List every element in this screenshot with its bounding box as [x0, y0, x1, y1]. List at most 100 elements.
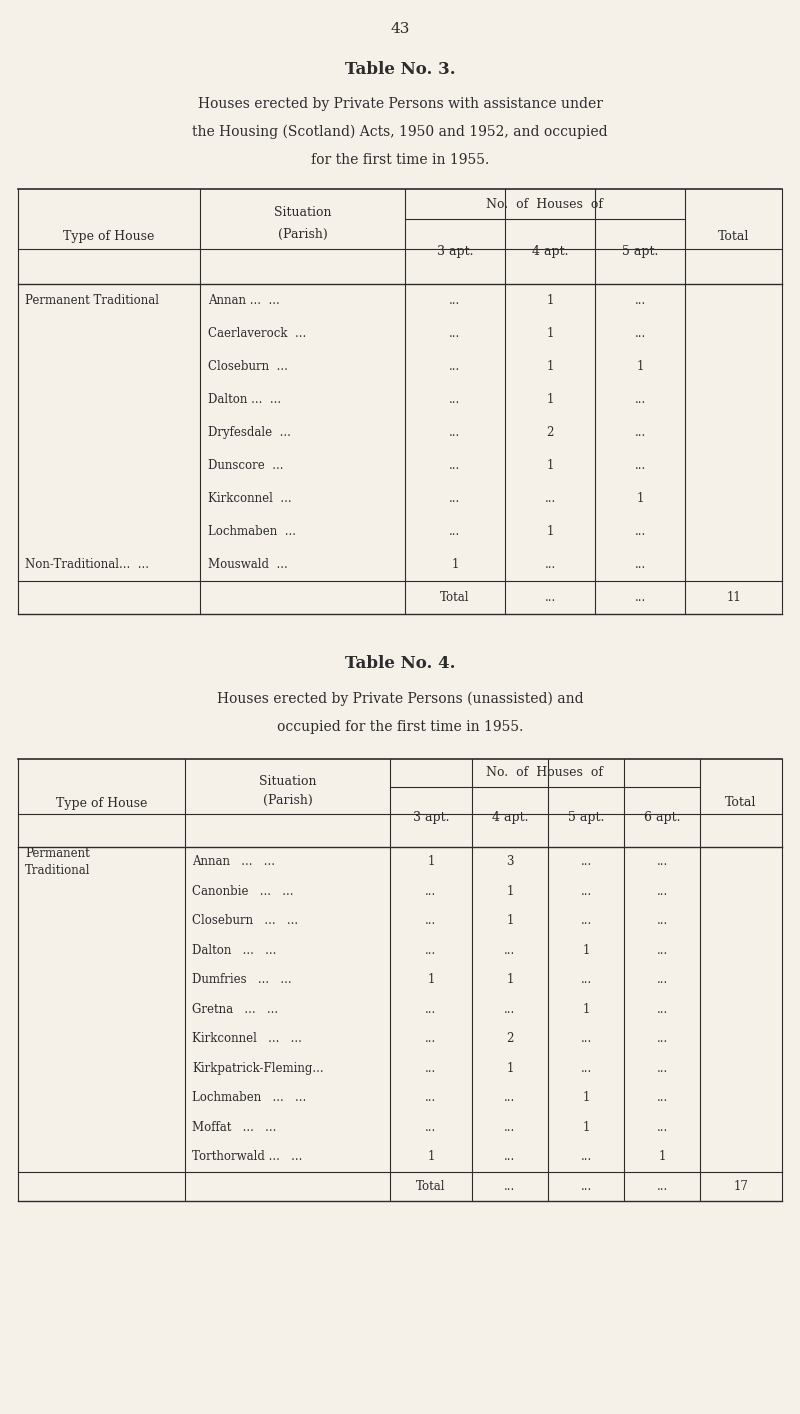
Text: ...: ...: [504, 1150, 516, 1164]
Text: occupied for the first time in 1955.: occupied for the first time in 1955.: [277, 720, 523, 734]
Text: ...: ...: [656, 1121, 668, 1134]
Text: Total: Total: [440, 591, 470, 604]
Text: 17: 17: [734, 1179, 749, 1193]
Text: 1: 1: [546, 460, 554, 472]
Text: ...: ...: [656, 973, 668, 986]
Text: 5 apt.: 5 apt.: [568, 810, 604, 823]
Text: 1: 1: [546, 294, 554, 307]
Text: ...: ...: [504, 1092, 516, 1104]
Text: Annan   ...   ...: Annan ... ...: [192, 855, 275, 868]
Text: Caerlaverock  ...: Caerlaverock ...: [208, 327, 306, 339]
Text: ...: ...: [426, 1092, 437, 1104]
Text: ...: ...: [450, 460, 461, 472]
Text: ...: ...: [656, 943, 668, 957]
Text: ...: ...: [634, 559, 646, 571]
Text: 1: 1: [582, 1003, 590, 1015]
Text: ...: ...: [656, 1179, 668, 1193]
Text: ...: ...: [504, 1003, 516, 1015]
Text: 43: 43: [390, 23, 410, 35]
Text: No.  of  Houses  of: No. of Houses of: [486, 766, 603, 779]
Text: ...: ...: [450, 294, 461, 307]
Text: Kirkpatrick-Fleming...: Kirkpatrick-Fleming...: [192, 1062, 324, 1075]
Text: 2: 2: [506, 1032, 514, 1045]
Text: Canonbie   ...   ...: Canonbie ... ...: [192, 885, 294, 898]
Text: (Parish): (Parish): [278, 228, 327, 240]
Text: ...: ...: [656, 915, 668, 928]
Text: 4 apt.: 4 apt.: [532, 245, 568, 257]
Text: ...: ...: [656, 855, 668, 868]
Text: ...: ...: [634, 525, 646, 537]
Text: ...: ...: [656, 885, 668, 898]
Text: Non-Traditional...  ...: Non-Traditional... ...: [25, 559, 149, 571]
Text: ...: ...: [544, 559, 556, 571]
Text: ...: ...: [580, 1062, 592, 1075]
Text: Traditional: Traditional: [25, 864, 90, 877]
Text: Dalton ...  ...: Dalton ... ...: [208, 393, 281, 406]
Text: 11: 11: [726, 591, 741, 604]
Text: Total: Total: [726, 796, 757, 809]
Text: 3: 3: [506, 855, 514, 868]
Text: 5 apt.: 5 apt.: [622, 245, 658, 257]
Text: ...: ...: [580, 885, 592, 898]
Text: 1: 1: [546, 525, 554, 537]
Text: ...: ...: [426, 1032, 437, 1045]
Text: Dunscore  ...: Dunscore ...: [208, 460, 283, 472]
Text: ...: ...: [504, 1179, 516, 1193]
Text: 6 apt.: 6 apt.: [644, 810, 680, 823]
Text: ...: ...: [504, 943, 516, 957]
Text: 4 apt.: 4 apt.: [492, 810, 528, 823]
Text: 3 apt.: 3 apt.: [437, 245, 474, 257]
Text: 1: 1: [658, 1150, 666, 1164]
Text: Mouswald  ...: Mouswald ...: [208, 559, 288, 571]
Text: Houses erected by Private Persons (unassisted) and: Houses erected by Private Persons (unass…: [217, 691, 583, 706]
Text: Type of House: Type of House: [56, 796, 147, 809]
Text: ...: ...: [450, 525, 461, 537]
Text: 1: 1: [506, 915, 514, 928]
Text: No.  of  Houses  of: No. of Houses of: [486, 198, 603, 211]
Text: ...: ...: [634, 460, 646, 472]
Text: ...: ...: [580, 855, 592, 868]
Text: Situation: Situation: [258, 775, 316, 788]
Text: ...: ...: [544, 492, 556, 505]
Text: Closeburn  ...: Closeburn ...: [208, 361, 288, 373]
Text: (Parish): (Parish): [262, 795, 312, 807]
Text: ...: ...: [634, 393, 646, 406]
Text: ...: ...: [450, 393, 461, 406]
Text: ...: ...: [450, 492, 461, 505]
Text: 1: 1: [451, 559, 458, 571]
Text: Closeburn   ...   ...: Closeburn ... ...: [192, 915, 298, 928]
Text: 1: 1: [582, 1121, 590, 1134]
Text: ...: ...: [426, 1003, 437, 1015]
Text: Dumfries   ...   ...: Dumfries ... ...: [192, 973, 292, 986]
Text: Permanent: Permanent: [25, 847, 90, 860]
Text: ...: ...: [656, 1062, 668, 1075]
Text: ...: ...: [450, 426, 461, 438]
Text: Table No. 3.: Table No. 3.: [345, 61, 455, 78]
Text: ...: ...: [450, 327, 461, 339]
Text: ...: ...: [580, 915, 592, 928]
Text: ...: ...: [656, 1032, 668, 1045]
Text: ...: ...: [426, 943, 437, 957]
Text: 1: 1: [427, 973, 434, 986]
Text: Dryfesdale  ...: Dryfesdale ...: [208, 426, 291, 438]
Text: Total: Total: [718, 230, 749, 243]
Text: 1: 1: [506, 973, 514, 986]
Text: ...: ...: [504, 1121, 516, 1134]
Text: Gretna   ...   ...: Gretna ... ...: [192, 1003, 278, 1015]
Text: the Housing (Scotland) Acts, 1950 and 1952, and occupied: the Housing (Scotland) Acts, 1950 and 19…: [192, 124, 608, 139]
Text: ...: ...: [634, 426, 646, 438]
Text: Table No. 4.: Table No. 4.: [345, 656, 455, 673]
Text: Permanent Traditional: Permanent Traditional: [25, 294, 159, 307]
Text: Situation: Situation: [274, 206, 331, 219]
Text: ...: ...: [426, 915, 437, 928]
Text: Kirkconnel   ...   ...: Kirkconnel ... ...: [192, 1032, 302, 1045]
Text: ...: ...: [634, 591, 646, 604]
Text: ...: ...: [580, 1179, 592, 1193]
Text: 1: 1: [582, 1092, 590, 1104]
Text: ...: ...: [426, 1062, 437, 1075]
Text: ...: ...: [580, 1032, 592, 1045]
Text: for the first time in 1955.: for the first time in 1955.: [311, 153, 489, 167]
Text: Lochmaben  ...: Lochmaben ...: [208, 525, 296, 537]
Text: 1: 1: [636, 492, 644, 505]
Text: 1: 1: [582, 943, 590, 957]
